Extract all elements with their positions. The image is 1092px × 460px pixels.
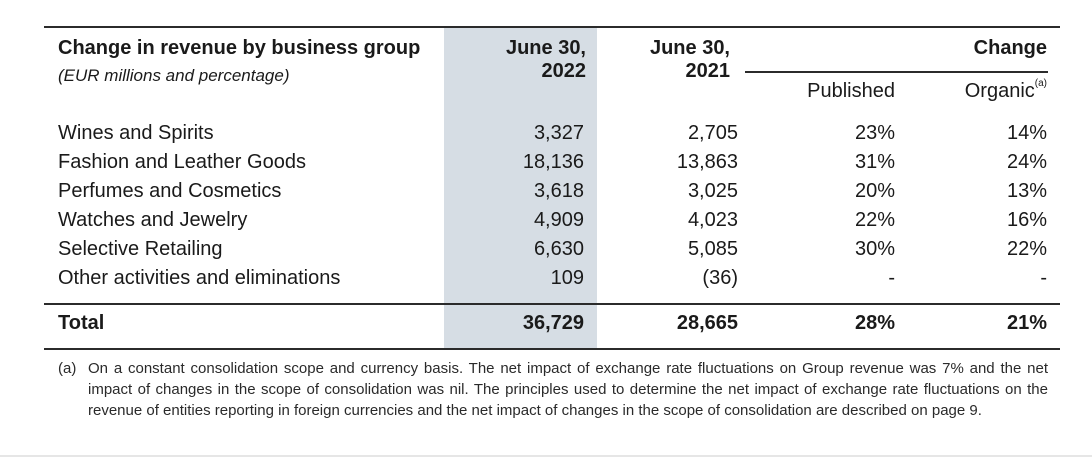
table-row: Fashion and Leather Goods 18,136 13,863 …	[0, 148, 1092, 177]
total-row: Total 36,729 28,665 28% 21%	[0, 309, 1092, 338]
value-organic: 13%	[1006, 180, 1047, 202]
total-bottom-rule	[44, 348, 1060, 350]
table-top-rule	[44, 26, 1060, 28]
change-header-rule	[745, 71, 1048, 73]
value-2022: 6,630	[533, 238, 584, 260]
value-published: 23%	[854, 122, 895, 144]
column-header-2021-line1: June 30,	[649, 37, 730, 59]
column-header-published: Published	[807, 80, 895, 102]
value-2021: 3,025	[687, 180, 738, 202]
value-organic: -	[1040, 267, 1047, 289]
table-row: Perfumes and Cosmetics 3,618 3,025 20% 1…	[0, 177, 1092, 206]
value-published: 31%	[854, 151, 895, 173]
value-organic: 16%	[1006, 209, 1047, 231]
column-header-2022-line2: 2022	[541, 60, 587, 82]
value-organic: 22%	[1006, 238, 1047, 260]
value-2021: 13,863	[676, 151, 738, 173]
column-header-2022-line1: June 30,	[505, 37, 586, 59]
footnote: (a) On a constant consolidation scope an…	[58, 358, 1048, 421]
value-2022: 4,909	[533, 209, 584, 231]
value-2022: 18,136	[522, 151, 584, 173]
total-label: Total	[58, 312, 105, 334]
current-year-column-shading	[444, 28, 597, 350]
value-2022: 3,618	[533, 180, 584, 202]
organic-label: Organic	[964, 80, 1035, 102]
page-bottom-rule	[0, 455, 1092, 457]
value-published: 22%	[854, 209, 895, 231]
row-label: Wines and Spirits	[58, 122, 214, 144]
total-published: 28%	[854, 312, 895, 334]
value-2022: 3,327	[533, 122, 584, 144]
value-organic: 24%	[1006, 151, 1047, 173]
value-published: 30%	[854, 238, 895, 260]
column-header-2021-line2: 2021	[685, 60, 731, 82]
table-row: Selective Retailing 6,630 5,085 30% 22%	[0, 235, 1092, 264]
organic-footnote-ref: (a)	[1034, 78, 1047, 89]
total-2021: 28,665	[676, 312, 738, 334]
table-title: Change in revenue by business group	[58, 37, 421, 59]
row-label: Selective Retailing	[58, 238, 223, 260]
column-header-organic: Organic(a)	[900, 78, 1047, 103]
column-header-change: Change	[973, 37, 1047, 59]
footnote-mark: (a)	[58, 360, 77, 377]
table-subtitle: (EUR millions and percentage)	[58, 66, 290, 85]
value-2021: 2,705	[687, 122, 738, 144]
footnote-text: On a constant consolidation scope and cu…	[88, 360, 1048, 419]
table-row: Other activities and eliminations 109 (3…	[0, 264, 1092, 293]
value-2021: (36)	[702, 267, 738, 289]
value-2022: 109	[550, 267, 584, 289]
value-published: -	[888, 267, 895, 289]
value-2021: 5,085	[687, 238, 738, 260]
column-header-2021: June 30, 2021	[600, 37, 730, 83]
value-published: 20%	[854, 180, 895, 202]
total-top-rule	[44, 303, 1060, 305]
row-label: Watches and Jewelry	[58, 209, 248, 231]
row-label: Other activities and eliminations	[58, 267, 341, 289]
row-label: Fashion and Leather Goods	[58, 151, 306, 173]
row-label: Perfumes and Cosmetics	[58, 180, 282, 202]
value-2021: 4,023	[687, 209, 738, 231]
total-2022: 36,729	[522, 312, 584, 334]
column-header-2022: June 30, 2022	[456, 37, 586, 83]
table-row: Watches and Jewelry 4,909 4,023 22% 16%	[0, 206, 1092, 235]
total-organic: 21%	[1006, 312, 1047, 334]
table-row: Wines and Spirits 3,327 2,705 23% 14%	[0, 119, 1092, 148]
value-organic: 14%	[1006, 122, 1047, 144]
